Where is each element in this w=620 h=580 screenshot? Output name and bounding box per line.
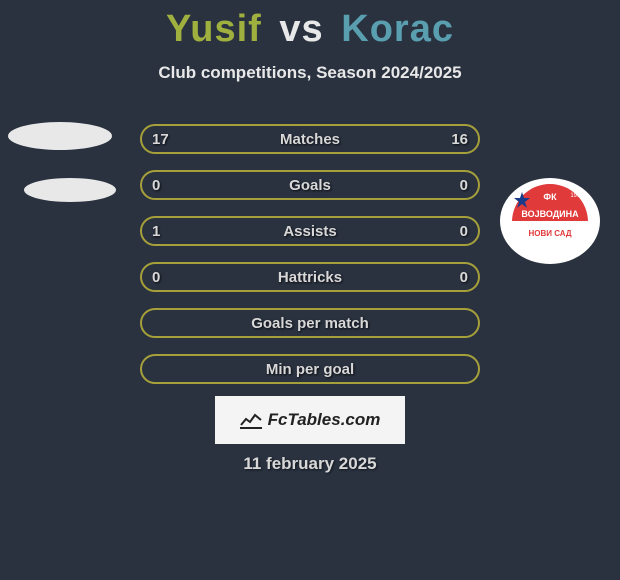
crest-text-bottom: НОВИ САД <box>528 229 571 238</box>
vs-label: vs <box>279 8 323 50</box>
stat-label: Min per goal <box>266 361 354 378</box>
player1-name: Yusif <box>166 8 262 50</box>
chart-icon <box>240 411 262 429</box>
stat-value-right: 0 <box>460 269 468 286</box>
stat-label: Goals <box>289 177 331 194</box>
crest-text-top: ФК <box>543 192 557 202</box>
stat-label: Assists <box>283 223 336 240</box>
stat-value-left: 17 <box>152 131 169 148</box>
stat-label: Goals per match <box>251 315 369 332</box>
player1-club-placeholder <box>24 178 116 202</box>
stat-label: Matches <box>280 131 340 148</box>
stat-row: Goals per match <box>140 308 480 338</box>
stat-row: 1 Assists 0 <box>140 216 480 246</box>
date-label: 11 february 2025 <box>243 454 376 474</box>
stat-label: Hattricks <box>278 269 342 286</box>
stat-value-left: 0 <box>152 177 160 194</box>
page-title: Yusif vs Korac <box>0 0 620 51</box>
vojvodina-crest-svg: ФК ВОЈВОДИНА НОВИ САД 1914 <box>500 178 600 264</box>
player2-club-crest: ФК ВОЈВОДИНА НОВИ САД 1914 <box>500 178 600 264</box>
stat-row: 0 Hattricks 0 <box>140 262 480 292</box>
comparison-card: Yusif vs Korac Club competitions, Season… <box>0 0 620 580</box>
crest-text-mid: ВОЈВОДИНА <box>521 209 579 219</box>
subtitle: Club competitions, Season 2024/2025 <box>0 63 620 83</box>
stat-value-left: 0 <box>152 269 160 286</box>
player2-name: Korac <box>341 8 454 50</box>
stat-value-right: 16 <box>451 131 468 148</box>
stat-row: Min per goal <box>140 354 480 384</box>
brand-label: FcTables.com <box>268 410 381 430</box>
stat-row: 17 Matches 16 <box>140 124 480 154</box>
stats-panel: 17 Matches 16 0 Goals 0 1 Assists 0 0 Hattricks 0 Go… <box>140 124 480 400</box>
stat-value-left: 1 <box>152 223 160 240</box>
player1-avatar-placeholder <box>8 122 112 150</box>
brand-badge[interactable]: FcTables.com <box>215 396 405 444</box>
stat-value-right: 0 <box>460 177 468 194</box>
stat-row: 0 Goals 0 <box>140 170 480 200</box>
stat-value-right: 0 <box>460 223 468 240</box>
crest-year: 1914 <box>570 193 584 199</box>
